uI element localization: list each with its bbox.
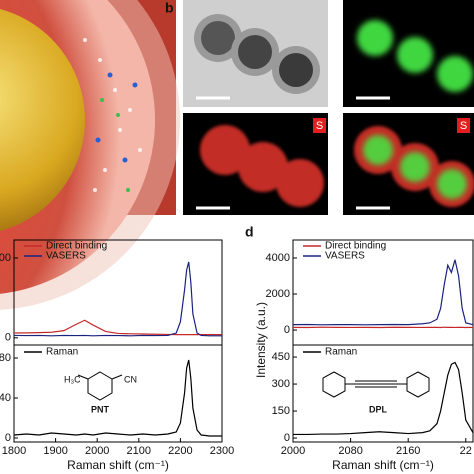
x-axis-label: Raman shift (cm⁻¹) — [332, 458, 434, 472]
plot-frame — [13, 344, 223, 443]
sulfur-map: S — [183, 113, 328, 215]
y-tick-label: 40 — [0, 392, 11, 404]
y-tick-label: 0 — [284, 324, 290, 336]
element-label: S — [316, 120, 323, 132]
y-tick-label: 300 — [272, 378, 290, 390]
x-axis-label: Raman shift (cm⁻¹) — [67, 458, 169, 472]
group-label: CN — [124, 374, 137, 384]
plot-frame — [292, 344, 474, 443]
element-label: S — [460, 120, 467, 132]
spectrum-line — [293, 361, 474, 436]
tem-image — [183, 0, 328, 107]
spectrum-line — [292, 259, 474, 326]
x-tick-label: 2200 — [168, 445, 192, 457]
y-tick-label: 0 — [5, 432, 11, 444]
x-tick-label: 2160 — [396, 445, 420, 457]
y-tick-label: 0 — [284, 432, 290, 444]
group-label: H₃C — [64, 374, 81, 384]
legend-label: Direct binding — [325, 241, 386, 252]
panel-label: b — [165, 0, 174, 16]
illustration — [0, 0, 180, 310]
x-tick-label: 2100 — [127, 445, 151, 457]
spectrum-line — [13, 319, 222, 336]
pnt-structure — [77, 371, 123, 401]
y-tick-label: 150 — [272, 405, 290, 417]
x-tick-label: 2000 — [281, 445, 305, 457]
x-tick-label: 1800 — [2, 445, 26, 457]
legend-label: VASERS — [325, 251, 365, 262]
dpl-structure — [322, 371, 430, 398]
legend-label: Raman — [46, 347, 78, 358]
legend-label: VASERS — [46, 251, 86, 262]
x-tick-label: 1900 — [43, 445, 67, 457]
legend-label: Raman — [325, 347, 357, 358]
compound-name: DPL — [369, 404, 388, 414]
y-tick-label: 0 — [5, 332, 11, 344]
y-tick-label: 2000 — [266, 288, 290, 300]
x-tick-label: 22 — [460, 445, 472, 457]
x-tick-label: 2000 — [85, 445, 109, 457]
merge-map: S — [343, 113, 474, 215]
y-tick-label: 450 — [272, 351, 290, 363]
panel-label: d — [245, 224, 254, 240]
spectrum-line — [13, 359, 222, 437]
x-tick-label: 2080 — [338, 445, 362, 457]
compound-name: PNT — [91, 404, 110, 414]
x-tick-label: 2300 — [210, 445, 234, 457]
legend-label: Direct binding — [46, 241, 107, 252]
y-tick-label: 80 — [0, 352, 11, 364]
y-axis-label: Intensity (a.u.) — [254, 302, 268, 378]
spectrum-line — [13, 261, 222, 337]
y-tick-label: 4000 — [266, 252, 290, 264]
y-tick-label: 000 — [0, 252, 11, 264]
green-map — [343, 0, 474, 107]
